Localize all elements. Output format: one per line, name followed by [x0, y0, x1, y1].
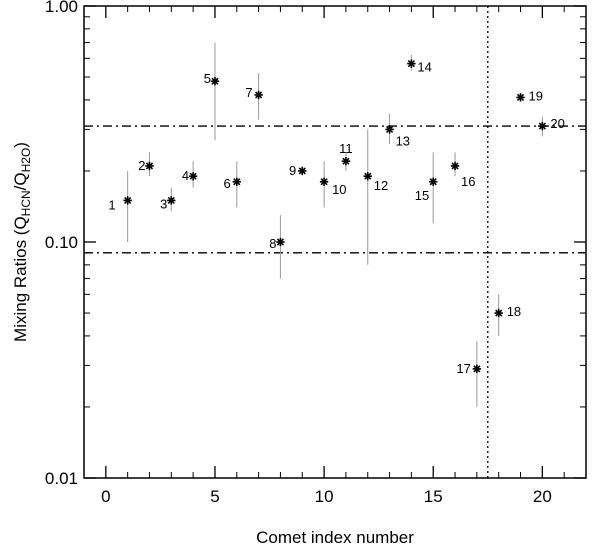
marker-point-15 [429, 177, 438, 186]
point-label-15: 15 [415, 188, 429, 203]
x-tick-label-1: 5 [210, 487, 219, 506]
marker-stroke [233, 178, 241, 186]
marker-point-4 [188, 172, 198, 181]
marker-stroke [189, 172, 197, 180]
y-title-main: Mixing Ratios (Q [11, 216, 30, 342]
data-markers [123, 59, 547, 374]
marker-point-6 [232, 177, 241, 186]
y-title-mid: /Q [11, 172, 30, 190]
plot-frame [83, 5, 587, 479]
point-label-9: 9 [289, 163, 296, 178]
point-label-19: 19 [529, 88, 543, 103]
point-label-13: 13 [396, 133, 410, 148]
marker-point-20 [538, 121, 547, 131]
error-bars [127, 42, 543, 407]
point-label-7: 7 [245, 85, 252, 100]
marker-point-11 [341, 156, 351, 166]
marker-point-18 [494, 308, 503, 318]
marker-point-13 [385, 125, 394, 134]
marker-stroke [124, 196, 132, 205]
y-tick-label-0: 0.01 [45, 469, 78, 488]
x-ticks: 0 5 10 15 20 [83, 6, 587, 506]
y-title-sub-hcn: HCN [19, 190, 33, 216]
point-label-18: 18 [507, 304, 521, 319]
point-label-11: 11 [339, 141, 353, 156]
marker-stroke [516, 93, 525, 101]
marker-stroke [342, 157, 350, 165]
marker-stroke [538, 122, 546, 130]
marker-point-1 [123, 196, 132, 205]
reference-lines [84, 6, 586, 478]
point-label-8: 8 [269, 236, 276, 251]
marker-point-8 [276, 237, 285, 247]
y-title-sub-h2o: H2O [19, 148, 33, 173]
x-axis-title: Comet index number [256, 528, 414, 547]
marker-point-19 [516, 93, 525, 102]
point-label-3: 3 [160, 196, 167, 211]
marker-point-2 [145, 161, 154, 171]
x-tick-label-3: 15 [424, 487, 443, 506]
point-label-12: 12 [374, 178, 388, 193]
y-ticks: 0.01 0.10 1.00 [45, 0, 586, 488]
marker-stroke [298, 167, 306, 175]
marker-stroke [255, 91, 263, 99]
marker-point-16 [450, 161, 460, 171]
y-axis-title: Mixing Ratios (QHCN/QH2O) [11, 142, 33, 342]
point-label-16: 16 [461, 174, 475, 189]
marker-point-14 [407, 59, 416, 68]
point-label-14: 14 [417, 60, 431, 75]
marker-point-7 [254, 90, 263, 100]
point-label-5: 5 [204, 71, 211, 86]
point-label-2: 2 [138, 158, 145, 173]
marker-stroke [320, 178, 328, 186]
marker-stroke [473, 365, 481, 373]
marker-point-9 [298, 166, 307, 176]
marker-stroke [429, 178, 437, 186]
marker-stroke [364, 172, 372, 180]
y-tick-label-2: 1.00 [45, 0, 78, 16]
marker-point-10 [319, 177, 329, 186]
marker-stroke [451, 162, 459, 170]
y-title-end: ) [11, 142, 30, 148]
marker-stroke [495, 309, 503, 317]
y-tick-label-1: 0.10 [45, 233, 78, 252]
x-tick-label-2: 10 [315, 487, 334, 506]
point-label-4: 4 [182, 168, 189, 183]
point-label-10: 10 [332, 182, 346, 197]
x-tick-label-4: 20 [533, 487, 552, 506]
marker-point-12 [363, 172, 372, 181]
x-tick-label-0: 0 [101, 487, 110, 506]
point-label-6: 6 [224, 176, 231, 191]
marker-stroke [276, 238, 285, 246]
marker-point-5 [210, 77, 220, 86]
marker-stroke [407, 60, 415, 68]
marker-stroke [145, 162, 154, 170]
point-label-17: 17 [456, 361, 470, 376]
marker-stroke [167, 196, 175, 205]
point-label-20: 20 [550, 116, 564, 131]
marker-stroke [211, 77, 219, 85]
marker-stroke [385, 125, 394, 133]
marker-point-3 [167, 196, 176, 205]
marker-point-17 [472, 364, 482, 374]
point-label-1: 1 [108, 197, 115, 212]
